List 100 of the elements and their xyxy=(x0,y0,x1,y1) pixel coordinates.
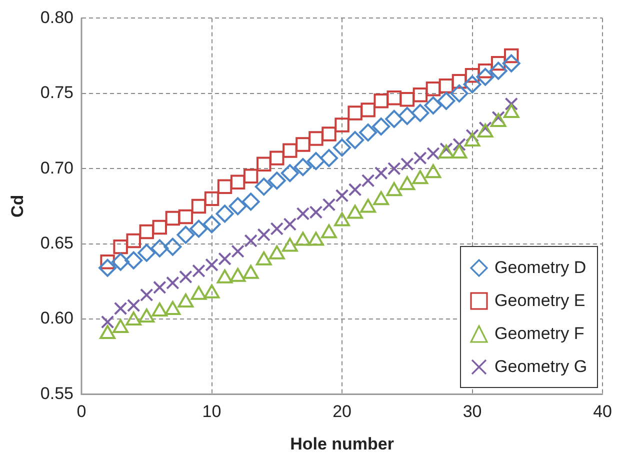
y-tick-label: 0.60 xyxy=(40,308,74,328)
point xyxy=(244,234,258,248)
point xyxy=(152,280,166,294)
point xyxy=(231,244,244,258)
point xyxy=(98,258,117,277)
point xyxy=(452,74,467,89)
point xyxy=(412,88,428,102)
point xyxy=(387,162,401,176)
point xyxy=(270,150,284,166)
point xyxy=(437,92,456,110)
point xyxy=(476,68,494,86)
point xyxy=(124,251,143,270)
point xyxy=(150,239,169,258)
point xyxy=(280,164,299,182)
y-tick-label: 0.55 xyxy=(40,384,74,403)
point xyxy=(489,62,508,80)
point xyxy=(138,244,156,262)
point xyxy=(114,302,128,316)
point xyxy=(202,215,221,234)
legend-label: Geometry F xyxy=(494,324,584,344)
point xyxy=(113,239,128,254)
point xyxy=(296,207,310,220)
point xyxy=(204,191,220,206)
point xyxy=(283,218,297,231)
x-tick-label: 0 xyxy=(76,402,86,422)
point xyxy=(126,298,140,312)
point xyxy=(424,96,442,114)
point xyxy=(438,78,454,94)
y-tick-label: 0.70 xyxy=(40,158,74,178)
x-tick-label: 40 xyxy=(593,402,612,422)
point xyxy=(270,222,284,236)
point xyxy=(243,168,258,184)
point xyxy=(359,124,378,142)
point xyxy=(322,198,336,212)
point xyxy=(256,156,272,172)
point xyxy=(140,288,154,302)
point xyxy=(230,174,246,190)
point xyxy=(164,238,182,256)
point xyxy=(294,158,312,176)
point xyxy=(360,102,376,118)
point xyxy=(348,183,362,196)
point xyxy=(426,146,440,160)
point xyxy=(139,224,154,240)
point xyxy=(152,220,168,235)
point xyxy=(333,138,352,157)
point xyxy=(126,233,141,248)
x-tick-label: 20 xyxy=(332,402,352,422)
point xyxy=(165,210,180,226)
point xyxy=(414,151,427,165)
point xyxy=(400,92,415,107)
point xyxy=(205,258,218,272)
point xyxy=(502,54,520,72)
point xyxy=(463,75,482,94)
point xyxy=(450,84,468,102)
point xyxy=(217,179,232,194)
point xyxy=(100,315,114,329)
y-tick-label: 0.75 xyxy=(40,83,74,102)
legend-label: Geometry D xyxy=(494,258,586,278)
point xyxy=(322,126,336,142)
point xyxy=(268,172,286,190)
point xyxy=(282,143,298,158)
point xyxy=(372,117,390,136)
point xyxy=(218,252,232,266)
point xyxy=(374,166,388,180)
point xyxy=(348,106,362,120)
point xyxy=(385,110,404,128)
point xyxy=(306,152,325,170)
point xyxy=(296,137,310,152)
point xyxy=(335,189,349,202)
x-tick-label: 10 xyxy=(202,402,222,422)
point xyxy=(308,131,324,146)
legend-label: Geometry E xyxy=(494,290,586,311)
point xyxy=(179,270,192,284)
point xyxy=(166,276,180,290)
point xyxy=(112,252,130,271)
point xyxy=(254,178,273,196)
point xyxy=(452,138,466,152)
point xyxy=(228,197,247,216)
point xyxy=(426,82,441,96)
point xyxy=(374,94,388,108)
point xyxy=(216,204,234,223)
point xyxy=(386,90,402,106)
point xyxy=(398,106,416,125)
point xyxy=(400,157,414,171)
point xyxy=(411,104,430,122)
point xyxy=(192,264,206,278)
point xyxy=(334,118,350,132)
point xyxy=(242,192,260,211)
y-tick-label: 0.80 xyxy=(40,8,74,27)
x-axis-title: Hole number xyxy=(290,434,394,454)
point xyxy=(309,206,323,219)
point xyxy=(178,209,194,224)
legend-label: Geometry G xyxy=(494,356,588,377)
point xyxy=(176,226,195,244)
point xyxy=(190,220,208,238)
point xyxy=(440,142,453,156)
x-tick-label: 30 xyxy=(462,402,482,422)
y-tick-label: 0.65 xyxy=(40,233,74,252)
point xyxy=(320,149,338,168)
point xyxy=(361,174,375,188)
